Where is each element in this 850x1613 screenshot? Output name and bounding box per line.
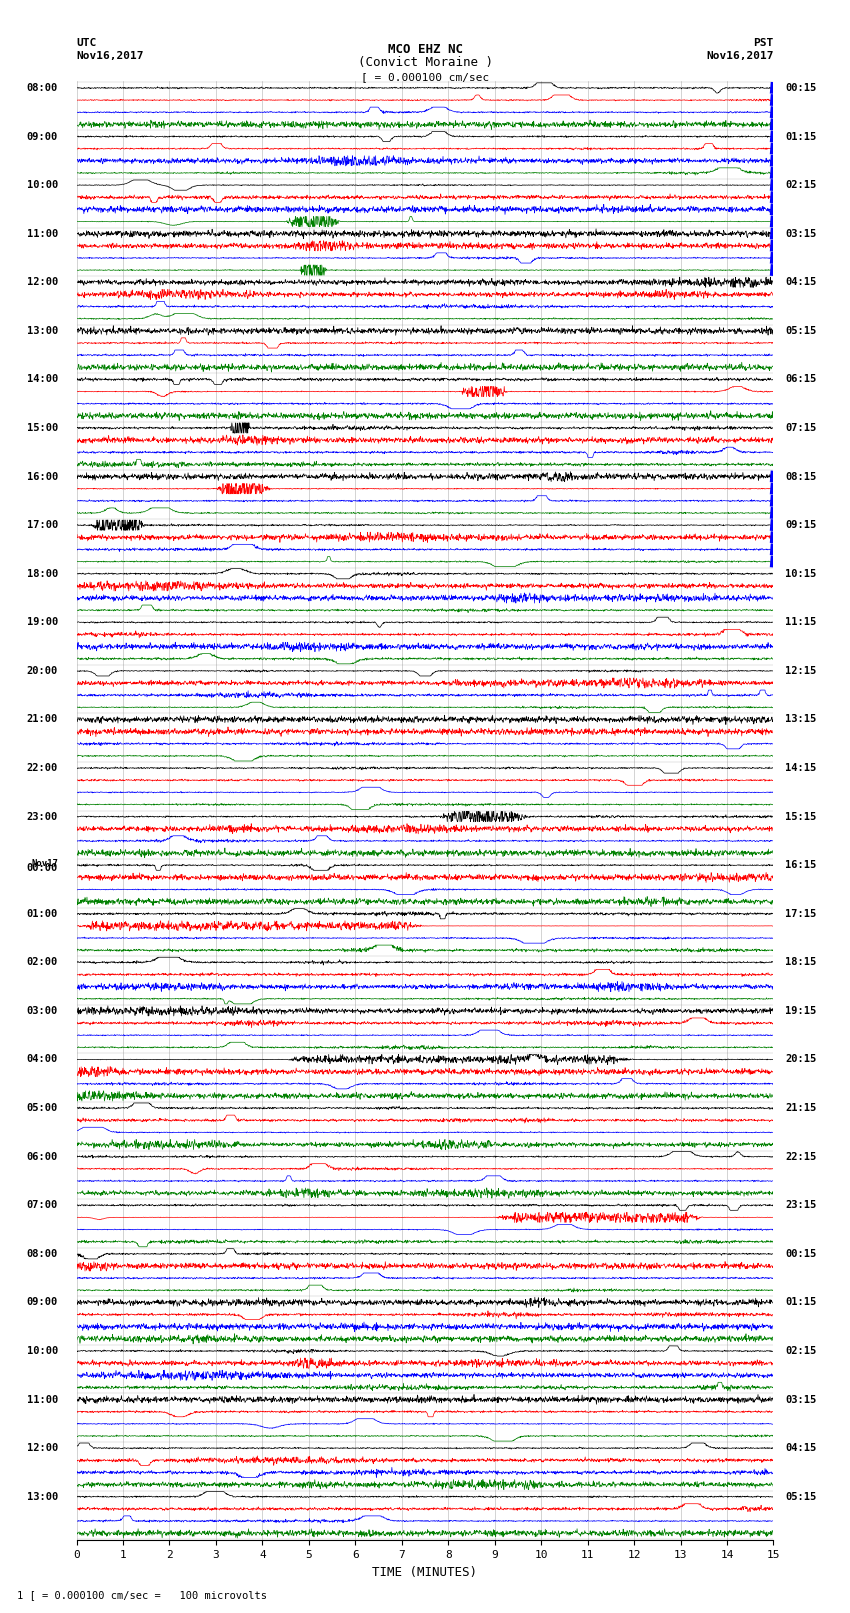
Text: Nov17: Nov17 bbox=[31, 858, 58, 868]
Text: 18:15: 18:15 bbox=[785, 958, 816, 968]
Text: 21:00: 21:00 bbox=[26, 715, 58, 724]
Text: 08:00: 08:00 bbox=[26, 1248, 58, 1258]
Text: 10:00: 10:00 bbox=[26, 1345, 58, 1357]
Text: 11:00: 11:00 bbox=[26, 1395, 58, 1405]
Text: [ = 0.000100 cm/sec: [ = 0.000100 cm/sec bbox=[361, 73, 489, 82]
Text: 00:15: 00:15 bbox=[785, 82, 816, 94]
Text: Nov16,2017: Nov16,2017 bbox=[76, 52, 144, 61]
Text: 01:15: 01:15 bbox=[785, 132, 816, 142]
Text: 14:15: 14:15 bbox=[785, 763, 816, 773]
Text: 22:00: 22:00 bbox=[26, 763, 58, 773]
Text: 22:15: 22:15 bbox=[785, 1152, 816, 1161]
Text: 17:15: 17:15 bbox=[785, 908, 816, 919]
Text: 18:00: 18:00 bbox=[26, 569, 58, 579]
Text: 13:15: 13:15 bbox=[785, 715, 816, 724]
Text: 07:00: 07:00 bbox=[26, 1200, 58, 1210]
Text: 13:00: 13:00 bbox=[26, 326, 58, 336]
Text: 05:15: 05:15 bbox=[785, 1492, 816, 1502]
Text: 16:15: 16:15 bbox=[785, 860, 816, 869]
Text: 19:15: 19:15 bbox=[785, 1007, 816, 1016]
Text: 17:00: 17:00 bbox=[26, 519, 58, 531]
Text: PST: PST bbox=[753, 39, 774, 48]
Text: 04:15: 04:15 bbox=[785, 277, 816, 287]
Text: 02:00: 02:00 bbox=[26, 958, 58, 968]
Text: 15:00: 15:00 bbox=[26, 423, 58, 432]
Text: 02:15: 02:15 bbox=[785, 181, 816, 190]
Text: 06:00: 06:00 bbox=[26, 1152, 58, 1161]
Text: 16:00: 16:00 bbox=[26, 471, 58, 482]
Text: 01:00: 01:00 bbox=[26, 908, 58, 919]
Text: 12:00: 12:00 bbox=[26, 277, 58, 287]
Text: MCO EHZ NC: MCO EHZ NC bbox=[388, 44, 462, 56]
Text: 20:00: 20:00 bbox=[26, 666, 58, 676]
Text: 04:15: 04:15 bbox=[785, 1444, 816, 1453]
Text: 11:15: 11:15 bbox=[785, 618, 816, 627]
Text: 13:00: 13:00 bbox=[26, 1492, 58, 1502]
Text: 05:00: 05:00 bbox=[26, 1103, 58, 1113]
Text: 12:00: 12:00 bbox=[26, 1444, 58, 1453]
Text: 20:15: 20:15 bbox=[785, 1055, 816, 1065]
Text: 00:15: 00:15 bbox=[785, 1248, 816, 1258]
Text: 03:00: 03:00 bbox=[26, 1007, 58, 1016]
Text: 06:15: 06:15 bbox=[785, 374, 816, 384]
Text: 10:00: 10:00 bbox=[26, 181, 58, 190]
Text: 07:15: 07:15 bbox=[785, 423, 816, 432]
X-axis label: TIME (MINUTES): TIME (MINUTES) bbox=[372, 1566, 478, 1579]
Text: 23:00: 23:00 bbox=[26, 811, 58, 821]
Text: 09:00: 09:00 bbox=[26, 1297, 58, 1308]
Text: 05:15: 05:15 bbox=[785, 326, 816, 336]
Text: 08:00: 08:00 bbox=[26, 82, 58, 94]
Text: 19:00: 19:00 bbox=[26, 618, 58, 627]
Text: 1 [ = 0.000100 cm/sec =   100 microvolts: 1 [ = 0.000100 cm/sec = 100 microvolts bbox=[17, 1590, 267, 1600]
Text: 15:15: 15:15 bbox=[785, 811, 816, 821]
Text: 09:15: 09:15 bbox=[785, 519, 816, 531]
Text: UTC: UTC bbox=[76, 39, 97, 48]
Text: 03:15: 03:15 bbox=[785, 229, 816, 239]
Text: 01:15: 01:15 bbox=[785, 1297, 816, 1308]
Text: 12:15: 12:15 bbox=[785, 666, 816, 676]
Text: 04:00: 04:00 bbox=[26, 1055, 58, 1065]
Text: 03:15: 03:15 bbox=[785, 1395, 816, 1405]
Text: 21:15: 21:15 bbox=[785, 1103, 816, 1113]
Text: 14:00: 14:00 bbox=[26, 374, 58, 384]
Text: 10:15: 10:15 bbox=[785, 569, 816, 579]
Text: 08:15: 08:15 bbox=[785, 471, 816, 482]
Text: 11:00: 11:00 bbox=[26, 229, 58, 239]
Text: 02:15: 02:15 bbox=[785, 1345, 816, 1357]
Text: Nov16,2017: Nov16,2017 bbox=[706, 52, 774, 61]
Text: 09:00: 09:00 bbox=[26, 132, 58, 142]
Text: (Convict Moraine ): (Convict Moraine ) bbox=[358, 56, 492, 69]
Text: 23:15: 23:15 bbox=[785, 1200, 816, 1210]
Text: 00:00: 00:00 bbox=[26, 863, 58, 873]
